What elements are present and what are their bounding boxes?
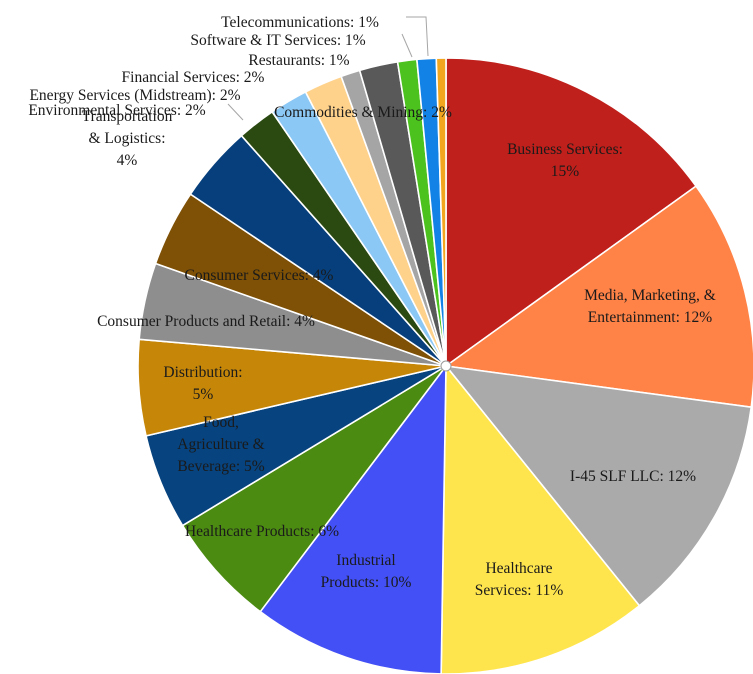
leader-line: [406, 16, 429, 57]
slice-label-line: Software & IT Services: 1%: [190, 32, 365, 49]
slice-label: Industrial Products: 10%: [321, 552, 412, 591]
slice-label-line: Entertainment: 12%: [588, 309, 712, 326]
slice-label-line: Consumer Products and Retail: 4%: [97, 313, 315, 330]
slice-label-line: Consumer Services: 4%: [185, 267, 334, 284]
slice-label-line: Healthcare: [485, 560, 552, 577]
pie-slice-media-marketing-entertainment: [445, 185, 753, 409]
slice-label-line: Services: 11%: [475, 582, 564, 599]
leader-line: [401, 33, 413, 58]
leader-lines: [227, 16, 429, 121]
slice-label-line: Food,: [203, 414, 239, 431]
slice-label-line: Business Services:: [507, 141, 623, 158]
slice-label: Food, Agriculture & Beverage: 5%: [177, 414, 264, 475]
slice-label-line: I-45 SLF LLC: 12%: [570, 468, 696, 485]
slice-label-line: Commodities & Mining: 2%: [274, 104, 452, 121]
slice-label: Media, Marketing, & Entertainment: 12%: [584, 287, 716, 326]
slice-label-line: Agriculture &: [177, 436, 264, 453]
pie-slice-industrial-products: [259, 365, 447, 674]
slice-label: Distribution: 5%: [163, 364, 242, 403]
pie-slice-other: [435, 57, 447, 367]
slice-label-line: 4%: [117, 152, 138, 169]
slice-label-line: Industrial: [336, 552, 395, 569]
slice-label-line: Products: 10%: [321, 574, 412, 591]
slice-label-line: Transportation: [82, 108, 173, 125]
slice-label-line: 5%: [193, 386, 214, 403]
slice-label: Healthcare Services: 11%: [475, 560, 564, 599]
slice-label: Restaurants: 1%: [248, 52, 349, 69]
slice-label: I-45 SLF LLC: 12%: [570, 468, 696, 485]
slice-label: Business Services: 15%: [507, 141, 623, 180]
slice-label-line: Media, Marketing, &: [584, 287, 716, 304]
slice-label: Energy Services (Midstream): 2%: [29, 87, 240, 104]
slice-label-line: Energy Services (Midstream): 2%: [29, 87, 240, 104]
slice-label: Telecommunications: 1%: [221, 14, 379, 31]
pie-slices: [137, 57, 753, 674]
slice-label: Environmental Services: 2%: [28, 102, 205, 119]
slice-label: Transportation & Logistics: 4%: [82, 108, 173, 169]
slice-label: Financial Services: 2%: [122, 69, 265, 86]
slice-labels: Business Services: 15% Media, Marketing, &…: [28, 14, 716, 599]
slice-label-line: Restaurants: 1%: [248, 52, 349, 69]
slice-label-line: & Logistics:: [88, 130, 165, 147]
slice-label: Commodities & Mining: 2%: [274, 104, 452, 121]
slice-label: Consumer Products and Retail: 4%: [97, 313, 315, 330]
pie-center: [440, 360, 452, 372]
slice-label: Consumer Services: 4%: [185, 267, 334, 284]
slice-label-line: Telecommunications: 1%: [221, 14, 379, 31]
slice-label: Software & IT Services: 1%: [190, 32, 365, 49]
pie-slice-i-45-slf-llc: [445, 365, 753, 607]
slice-label-line: Distribution:: [163, 364, 242, 381]
pie-slice-business-services: [445, 57, 697, 367]
slice-label: Healthcare Products: 6%: [185, 523, 339, 540]
slice-label-line: Beverage: 5%: [177, 458, 264, 475]
slice-label-line: Healthcare Products: 6%: [185, 523, 339, 540]
slice-label-line: Financial Services: 2%: [122, 69, 265, 86]
slice-label-line: Environmental Services: 2%: [28, 102, 205, 119]
slice-label-line: 15%: [551, 163, 580, 180]
leader-line: [227, 103, 244, 121]
